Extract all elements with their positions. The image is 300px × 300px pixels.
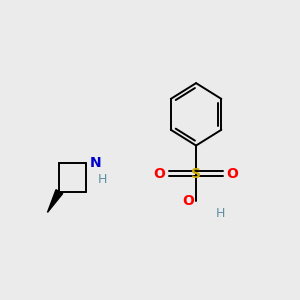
Polygon shape [47, 190, 63, 212]
Text: O: O [154, 167, 166, 181]
Text: S: S [191, 167, 201, 181]
Text: H: H [215, 207, 225, 220]
Text: H: H [98, 173, 107, 186]
Text: O: O [182, 194, 194, 208]
Text: O: O [227, 167, 239, 181]
Text: N: N [90, 156, 101, 170]
